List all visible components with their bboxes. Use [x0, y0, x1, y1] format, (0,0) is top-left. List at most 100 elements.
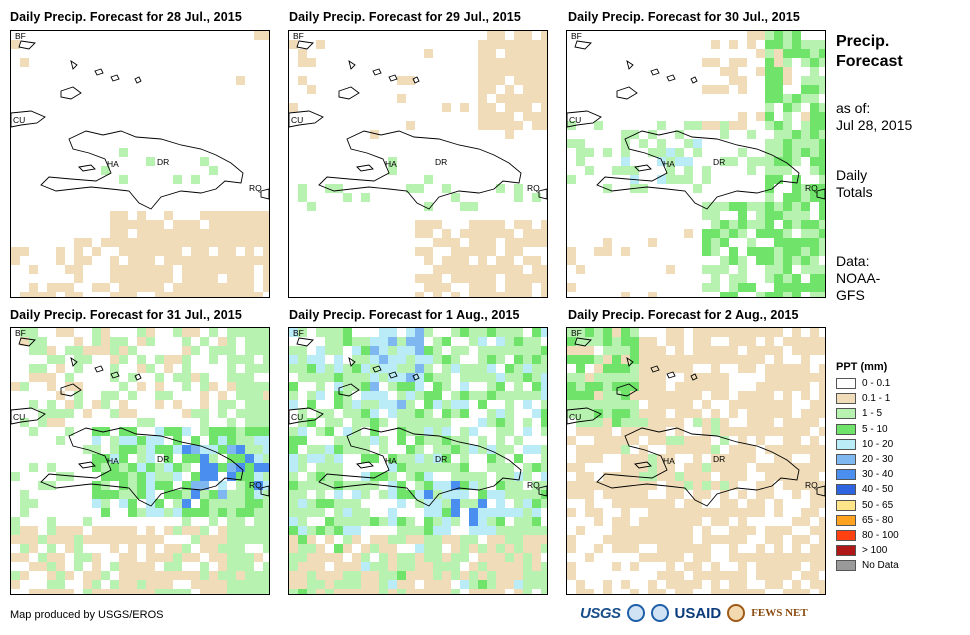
precip-cell: [738, 364, 747, 373]
precip-cell: [379, 571, 388, 580]
precip-cell: [352, 409, 361, 418]
precip-cell: [792, 139, 801, 148]
precip-cell: [424, 220, 433, 229]
map-panel-6: BF CU HA DR RQ: [566, 327, 826, 595]
precip-cell: [56, 328, 65, 337]
precip-cell: [801, 220, 810, 229]
precip-cell: [236, 265, 245, 274]
precip-cell: [639, 526, 648, 535]
precip-cell: [523, 220, 532, 229]
precip-cell: [307, 589, 316, 594]
precip-cell: [38, 346, 47, 355]
precip-cell: [155, 229, 164, 238]
precip-cell: [263, 418, 269, 427]
precip-cell: [325, 571, 334, 580]
precip-cell: [496, 418, 505, 427]
precip-cell: [756, 562, 765, 571]
precip-cell: [612, 400, 621, 409]
sidebar-title-line1: Precip.: [836, 33, 890, 50]
precip-cell: [83, 238, 92, 247]
precip-cell: [92, 553, 101, 562]
precip-cell: [478, 49, 487, 58]
precip-cell: [648, 508, 657, 517]
coastline: [634, 461, 652, 469]
precip-cell: [478, 445, 487, 454]
precip-cell: [487, 103, 496, 112]
precip-cell: [523, 58, 532, 67]
precip-cell: [514, 544, 523, 553]
precip-cell: [819, 175, 825, 184]
precip-cell: [648, 517, 657, 526]
precip-cell: [263, 31, 269, 40]
precip-cell: [442, 265, 451, 274]
precip-cell: [245, 400, 254, 409]
precip-cell: [182, 346, 191, 355]
legend-item: 5 - 10: [836, 423, 888, 436]
precip-cell: [469, 508, 478, 517]
precip-cell: [783, 553, 792, 562]
precip-cell: [397, 562, 406, 571]
precip-cell: [388, 589, 397, 594]
precip-cell: [433, 427, 442, 436]
precip-cell: [209, 580, 218, 589]
precip-cell: [666, 490, 675, 499]
precip-cell: [155, 535, 164, 544]
precip-cell: [119, 292, 128, 297]
precip-cell: [397, 580, 406, 589]
precip-cell: [648, 382, 657, 391]
precip-cell: [774, 211, 783, 220]
precip-cell: [307, 364, 316, 373]
precip-cell: [200, 427, 209, 436]
precip-cell: [316, 445, 325, 454]
precip-cell: [191, 436, 200, 445]
precip-cell: [729, 247, 738, 256]
coastline: [372, 68, 382, 76]
precip-cell: [343, 364, 352, 373]
precip-cell: [612, 409, 621, 418]
precip-cell: [532, 346, 541, 355]
precip-cell: [514, 274, 523, 283]
precip-cell: [119, 229, 128, 238]
precip-cell: [164, 427, 173, 436]
precip-cell: [442, 499, 451, 508]
precip-cell: [397, 517, 406, 526]
precip-cell: [263, 589, 269, 594]
coastline: [616, 383, 638, 397]
precip-cell: [388, 571, 397, 580]
coastline: [596, 130, 800, 210]
precip-cell: [774, 166, 783, 175]
precip-cell: [209, 571, 218, 580]
precip-cell: [819, 409, 825, 418]
precip-cell: [110, 490, 119, 499]
map-label-ha: HA: [663, 456, 675, 466]
precip-cell: [496, 229, 505, 238]
precip-cell: [218, 490, 227, 499]
precip-cell: [245, 472, 254, 481]
precip-cell: [684, 562, 693, 571]
precip-cell: [505, 103, 514, 112]
precip-cell: [720, 157, 729, 166]
precip-cell: [774, 67, 783, 76]
precip-cell: [666, 400, 675, 409]
precip-cell: [675, 175, 684, 184]
precip-cell: [523, 535, 532, 544]
precip-cell: [810, 229, 819, 238]
precip-cell: [496, 382, 505, 391]
precip-cell: [164, 526, 173, 535]
precip-cell: [532, 571, 541, 580]
precip-cell: [424, 553, 433, 562]
precip-cell: [155, 553, 164, 562]
precip-cell: [693, 139, 702, 148]
precip-cell: [657, 409, 666, 418]
precip-cell: [487, 517, 496, 526]
precip-cell: [164, 508, 173, 517]
precip-cell: [702, 544, 711, 553]
precip-cell: [110, 472, 119, 481]
precip-cell: [128, 283, 137, 292]
precip-cell: [254, 292, 263, 297]
precip-cell: [576, 490, 585, 499]
precip-cell: [738, 85, 747, 94]
precip-cell: [146, 562, 155, 571]
precip-cell: [496, 517, 505, 526]
precip-cell: [334, 454, 343, 463]
